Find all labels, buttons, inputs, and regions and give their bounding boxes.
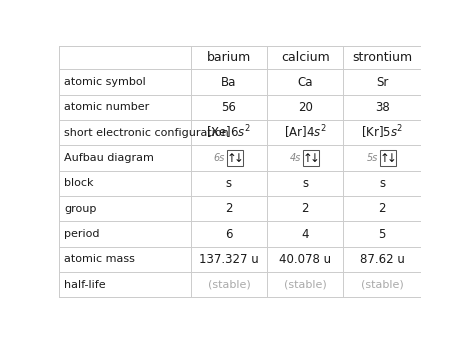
Text: ↑: ↑ <box>380 152 390 165</box>
Text: 2: 2 <box>379 202 386 215</box>
Text: 4s: 4s <box>290 153 301 163</box>
Text: 5: 5 <box>379 227 386 240</box>
Text: 4: 4 <box>301 227 309 240</box>
Text: (stable): (stable) <box>284 280 327 290</box>
Text: barium: barium <box>207 51 251 64</box>
Text: half-life: half-life <box>64 280 106 290</box>
Text: 2: 2 <box>301 202 309 215</box>
Text: short electronic configuration: short electronic configuration <box>64 128 229 138</box>
Text: 2: 2 <box>225 202 233 215</box>
Text: (stable): (stable) <box>208 280 250 290</box>
Text: Ba: Ba <box>221 75 237 88</box>
Text: block: block <box>64 178 94 188</box>
Text: ↓: ↓ <box>310 152 320 165</box>
Text: s: s <box>226 177 232 190</box>
Text: $\mathregular{[Xe]6}s^{2}$: $\mathregular{[Xe]6}s^{2}$ <box>206 124 251 141</box>
Text: strontium: strontium <box>352 51 412 64</box>
Text: 20: 20 <box>298 101 313 114</box>
Text: ↑: ↑ <box>227 152 236 165</box>
Text: ↑: ↑ <box>303 152 313 165</box>
Text: 56: 56 <box>221 101 236 114</box>
Text: atomic number: atomic number <box>64 102 149 113</box>
Text: Ca: Ca <box>297 75 313 88</box>
Text: 5s: 5s <box>367 153 379 163</box>
Bar <box>227 150 243 166</box>
Text: atomic mass: atomic mass <box>64 254 135 265</box>
Text: $\mathregular{[Ar]4}s^{2}$: $\mathregular{[Ar]4}s^{2}$ <box>284 124 327 141</box>
Text: 6: 6 <box>225 227 233 240</box>
Text: 40.078 u: 40.078 u <box>279 253 331 266</box>
Text: group: group <box>64 204 96 214</box>
Text: ↓: ↓ <box>234 152 244 165</box>
Text: s: s <box>379 177 385 190</box>
Text: Aufbau diagram: Aufbau diagram <box>64 153 154 163</box>
Bar <box>380 150 396 166</box>
Text: atomic symbol: atomic symbol <box>64 77 146 87</box>
Text: 38: 38 <box>375 101 389 114</box>
Text: 6s: 6s <box>214 153 225 163</box>
Text: (stable): (stable) <box>361 280 403 290</box>
Bar <box>303 150 319 166</box>
Text: 87.62 u: 87.62 u <box>360 253 405 266</box>
Text: period: period <box>64 229 99 239</box>
Text: Sr: Sr <box>376 75 388 88</box>
Text: s: s <box>302 177 308 190</box>
Text: 137.327 u: 137.327 u <box>199 253 259 266</box>
Text: $\mathregular{[Kr]5}s^{2}$: $\mathregular{[Kr]5}s^{2}$ <box>361 124 403 141</box>
Text: ↓: ↓ <box>387 152 397 165</box>
Text: calcium: calcium <box>281 51 329 64</box>
